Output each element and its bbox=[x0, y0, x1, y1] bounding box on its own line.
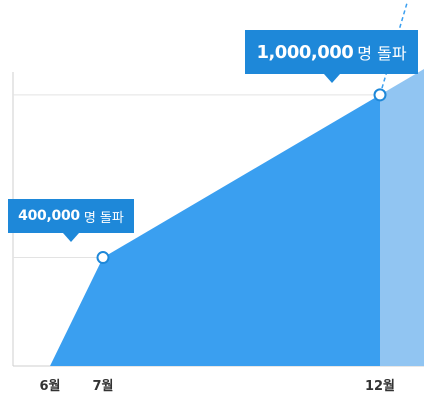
milestone-number: 1,000,000 bbox=[256, 41, 354, 63]
x-tick-label: 7월 bbox=[92, 378, 113, 394]
data-points bbox=[96, 88, 387, 265]
x-tick-label: 12월 bbox=[365, 378, 395, 394]
milestone-number: 400,000 bbox=[18, 208, 80, 224]
data-point bbox=[373, 88, 387, 102]
projection-line bbox=[379, 1, 409, 96]
milestone-callout-400k: 400,000 명 돌파 bbox=[8, 199, 134, 242]
milestone-callout-1m: 1,000,000 명 돌파 bbox=[245, 30, 418, 83]
x-tick-label: 6월 bbox=[39, 378, 60, 394]
projection-area bbox=[380, 69, 424, 366]
milestone-suffix: 명 돌파 bbox=[83, 210, 124, 226]
data-point bbox=[96, 251, 110, 265]
milestone-suffix: 명 돌파 bbox=[357, 44, 407, 63]
area-fill bbox=[50, 94, 380, 366]
x-axis-ticks: 6월 7월 12월 bbox=[39, 378, 395, 394]
area-layer bbox=[50, 1, 424, 366]
